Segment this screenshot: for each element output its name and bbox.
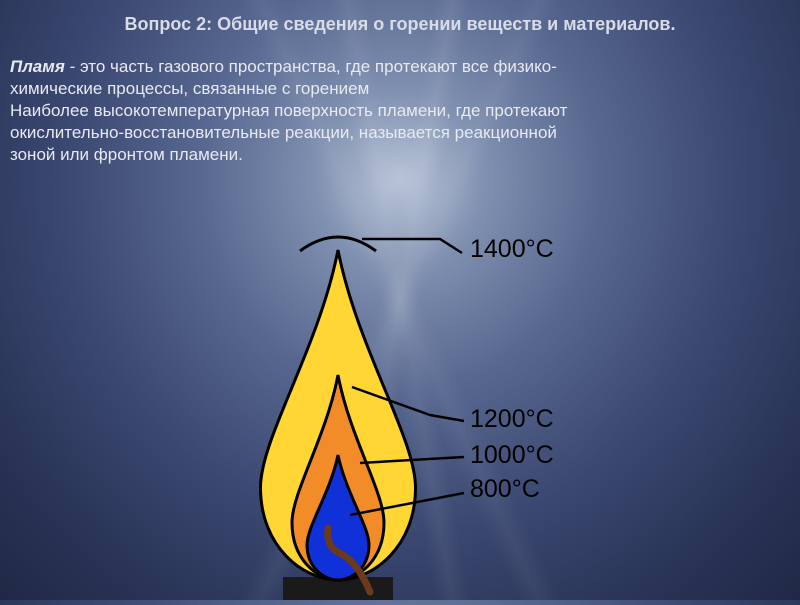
def-line-5: зоной или фронтом пламени. — [10, 145, 243, 164]
temp-label-1: 1200°C — [470, 405, 554, 433]
term-flame: Пламя — [10, 57, 65, 76]
def-line-2: химические процессы, связанные с горение… — [10, 79, 369, 98]
body-text: Пламя - это часть газового пространства,… — [10, 56, 790, 166]
flame-diagram: 1400°C 1200°C 1000°C 800°C — [0, 215, 800, 600]
def-line-1: - это часть газового пространства, где п… — [65, 57, 557, 76]
def-line-4: окислительно-восстановительные реакции, … — [10, 123, 557, 142]
leader-line — [362, 239, 462, 253]
temp-label-0: 1400°C — [470, 235, 554, 263]
temp-label-3: 800°C — [470, 475, 540, 503]
def-line-3: Наиболее высокотемпературная поверхность… — [10, 101, 567, 120]
slide-title: Вопрос 2: Общие сведения о горении вещес… — [0, 14, 800, 35]
temp-label-2: 1000°C — [470, 441, 554, 469]
